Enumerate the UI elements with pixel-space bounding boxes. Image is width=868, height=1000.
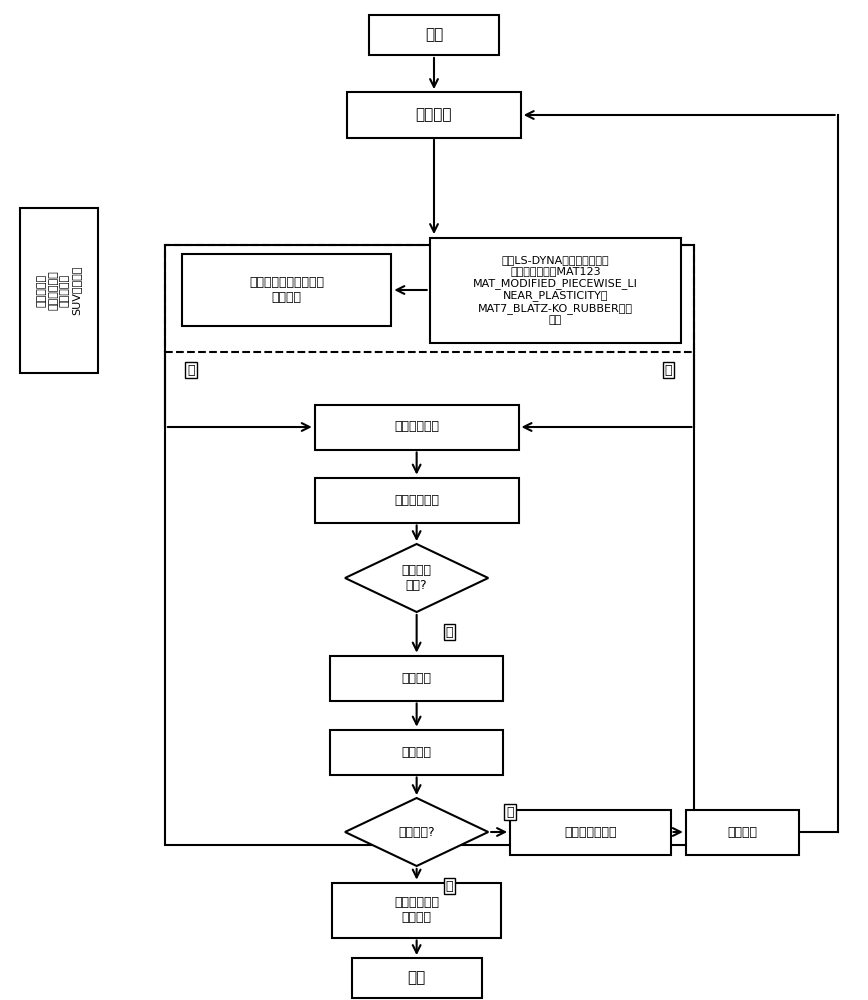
FancyBboxPatch shape [510,810,670,854]
Text: 结果可视化查看: 结果可视化查看 [564,826,616,838]
Text: 读取结果: 读取结果 [402,672,431,684]
Text: 结束: 结束 [407,970,426,986]
FancyBboxPatch shape [430,237,681,342]
Text: 是: 是 [446,880,453,892]
Text: 开始: 开始 [424,27,444,42]
FancyBboxPatch shape [314,404,518,450]
Text: 整车模型调试: 整车模型调试 [394,420,439,434]
Text: 否: 否 [187,363,194,376]
FancyBboxPatch shape [369,15,499,55]
FancyBboxPatch shape [332,882,501,938]
Text: 结果收敛?: 结果收敛? [398,826,435,838]
Text: 是: 是 [446,626,453,639]
FancyBboxPatch shape [330,656,503,700]
Text: 使用商业前处理软件，
搭建模型: 使用商业前处理软件， 搭建模型 [249,276,324,304]
FancyBboxPatch shape [20,208,98,372]
Text: 否: 否 [506,806,514,818]
Text: 结果处理: 结果处理 [402,746,431,758]
FancyBboxPatch shape [347,92,521,137]
FancyBboxPatch shape [330,730,503,774]
Text: 否: 否 [665,363,672,376]
FancyBboxPatch shape [314,478,518,522]
Text: 使用LS-DYNA软件中的关键字
该材料的全名为MAT123
MAT_MODIFIED_PIECEWISE_LI
NEAR_PLASTICITY和
MAT7_B: 使用LS-DYNA软件中的关键字 该材料的全名为MAT123 MAT_MODIF… [473,255,638,325]
Text: 模型搭建: 模型搭建 [416,107,452,122]
Text: 分析结果
正确?: 分析结果 正确? [402,564,431,592]
FancyBboxPatch shape [686,810,799,854]
Polygon shape [345,798,488,866]
Text: 操作简单，
计算收敛性较
高，轿车和
SUV均可使用: 操作简单， 计算收敛性较 高，轿车和 SUV均可使用 [36,265,82,315]
Text: 关键结果、曲
线及图片: 关键结果、曲 线及图片 [394,896,439,924]
Polygon shape [345,544,488,612]
FancyBboxPatch shape [352,958,482,998]
Text: 提交计算分析: 提交计算分析 [394,493,439,506]
Text: 模型更改: 模型更改 [727,826,757,838]
FancyBboxPatch shape [182,254,391,326]
